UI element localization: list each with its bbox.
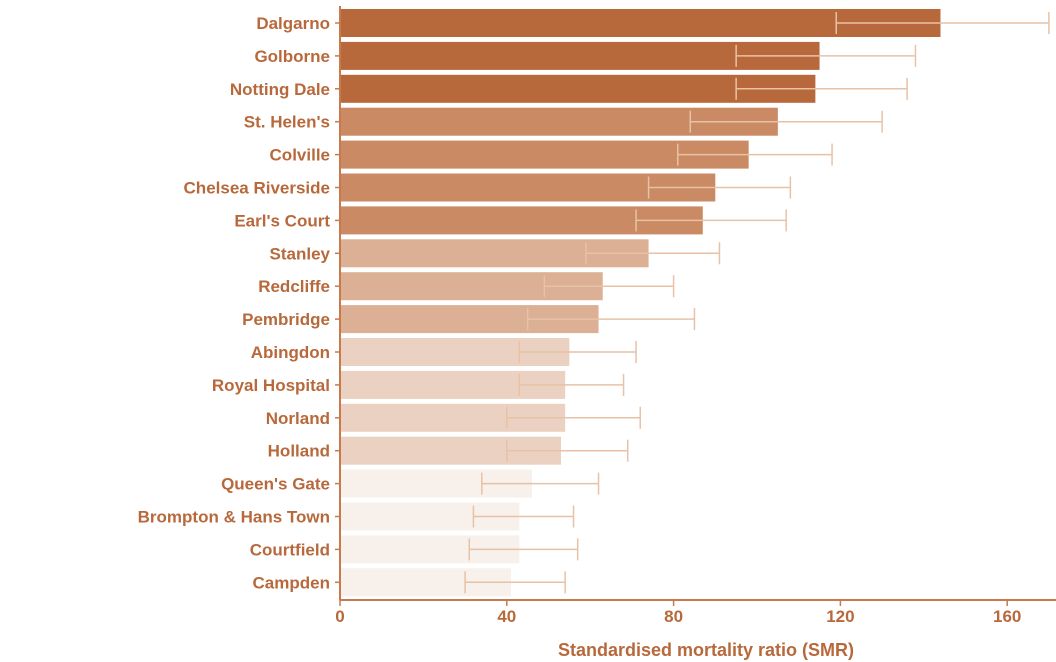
x-tick-label-160: 160 bbox=[993, 607, 1021, 626]
category-label-redcliffe: Redcliffe bbox=[258, 277, 330, 296]
category-label-dalgarno: Dalgarno bbox=[256, 14, 330, 33]
category-label-chelsea-riverside: Chelsea Riverside bbox=[184, 179, 330, 198]
category-label-royal-hospital: Royal Hospital bbox=[212, 376, 330, 395]
x-tick-label-120: 120 bbox=[826, 607, 854, 626]
category-label-st-helen-s: St. Helen's bbox=[244, 113, 330, 132]
category-label-campden: Campden bbox=[253, 573, 330, 592]
category-label-colville: Colville bbox=[270, 146, 330, 165]
category-label-queen-s-gate: Queen's Gate bbox=[221, 475, 330, 494]
y-axis: Dalgarno Golborne Notting Dale St. Helen's C… bbox=[138, 6, 341, 600]
x-tick-label-40: 40 bbox=[497, 607, 516, 626]
category-label-earl-s-court: Earl's Court bbox=[234, 211, 330, 230]
category-label-notting-dale: Notting Dale bbox=[230, 80, 330, 99]
category-label-golborne: Golborne bbox=[254, 47, 330, 66]
category-label-norland: Norland bbox=[266, 409, 330, 428]
category-label-courtfield: Courtfield bbox=[250, 540, 330, 559]
x-tick-label-80: 80 bbox=[664, 607, 683, 626]
x-axis: 0 40 80 120 160 bbox=[335, 599, 1056, 626]
category-label-holland: Holland bbox=[268, 442, 330, 461]
category-label-brompton-hans-town: Brompton & Hans Town bbox=[138, 508, 330, 527]
category-label-abingdon: Abingdon bbox=[251, 343, 330, 362]
category-label-stanley: Stanley bbox=[270, 244, 331, 263]
category-label-pembridge: Pembridge bbox=[242, 310, 330, 329]
x-tick-label-0: 0 bbox=[335, 607, 344, 626]
error-bars-layer bbox=[464, 12, 1050, 594]
bars-layer bbox=[341, 9, 941, 597]
x-axis-title: Standardised mortality ratio (SMR) bbox=[558, 640, 854, 660]
